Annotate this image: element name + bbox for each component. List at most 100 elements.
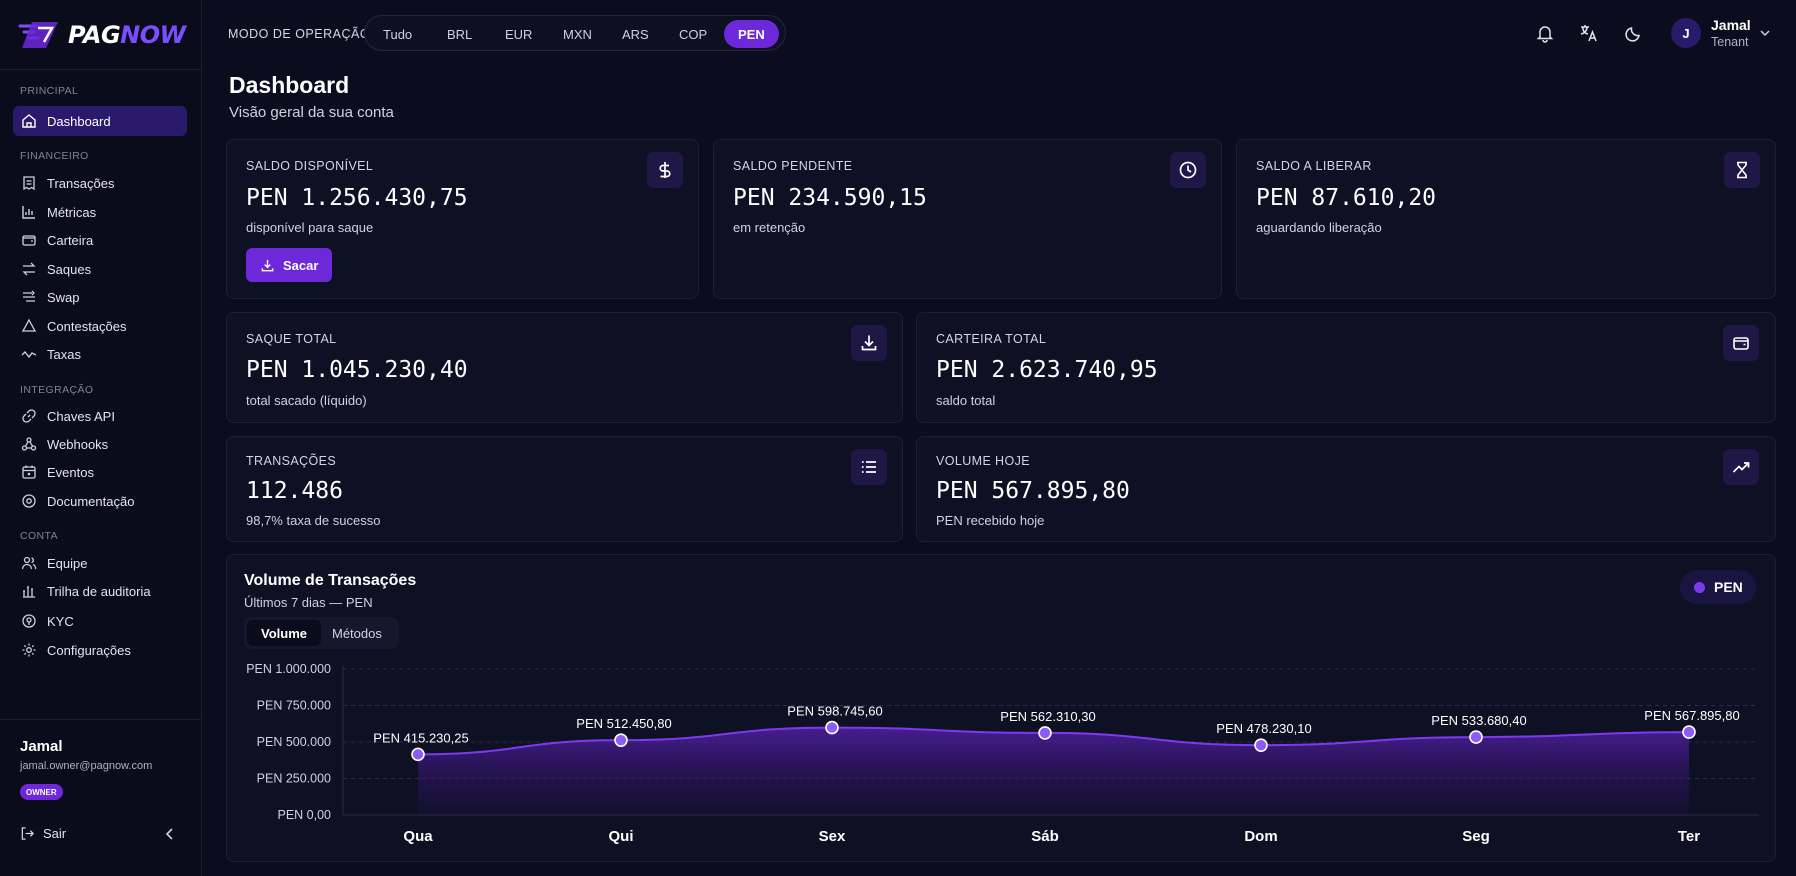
avatar[interactable]: J bbox=[1671, 18, 1701, 48]
header-user-role: Tenant bbox=[1711, 35, 1749, 49]
logo[interactable]: PAGNOW bbox=[18, 18, 188, 52]
translate-icon[interactable] bbox=[1579, 23, 1599, 43]
sidebar-item-contestacoes[interactable]: Contestações bbox=[13, 311, 187, 341]
currency-tab-pen[interactable]: PEN bbox=[724, 20, 779, 48]
trend-icon bbox=[21, 350, 37, 359]
role-badge: OWNER bbox=[20, 784, 63, 800]
x-tick-label: Seg bbox=[1462, 828, 1490, 845]
data-point bbox=[825, 720, 839, 735]
sidebar-item-label: Dashboard bbox=[47, 113, 111, 129]
card-saldo-disponivel: SALDO DISPONÍVEL PEN 1.256.430,75 dispon… bbox=[226, 139, 699, 299]
card-saldo-liberar: SALDO A LIBERAR PEN 87.610,20 aguardando… bbox=[1236, 139, 1776, 299]
sidebar-item-webhooks[interactable]: Webhooks bbox=[13, 429, 187, 459]
card-volume-hoje: VOLUME HOJE PEN 567.895,80 PEN recebido … bbox=[916, 436, 1776, 542]
card-sub: aguardando liberação bbox=[1256, 220, 1382, 235]
data-label: PEN 415.230,25 bbox=[373, 730, 468, 745]
sidebar-item-label: Transações bbox=[47, 175, 115, 191]
sidebar-item-carteira[interactable]: Carteira bbox=[13, 225, 187, 255]
sidebar-item-configuracoes[interactable]: Configurações bbox=[13, 635, 187, 665]
logo-text: PAGNOW bbox=[68, 21, 186, 49]
sidebar-item-label: Webhooks bbox=[47, 436, 109, 452]
chart-tabs: Volume Métodos bbox=[244, 617, 399, 649]
y-tick-label: PEN 0,00 bbox=[277, 808, 331, 822]
wallet-icon bbox=[1723, 325, 1759, 361]
sidebar: PAGNOW PRINCIPAL Dashboard FINANCEIRO Tr… bbox=[0, 0, 202, 876]
sidebar-item-label: Carteira bbox=[47, 232, 94, 248]
y-tick-label: PEN 750.000 bbox=[257, 699, 331, 713]
currency-tab-ars[interactable]: ARS bbox=[622, 26, 649, 42]
card-label: SAQUE TOTAL bbox=[246, 332, 337, 346]
chevron-down-icon[interactable] bbox=[1758, 26, 1772, 40]
sidebar-item-transacoes[interactable]: Transações bbox=[13, 168, 187, 198]
currency-tab-mxn[interactable]: MXN bbox=[563, 26, 592, 42]
legend-pen[interactable]: PEN bbox=[1680, 570, 1756, 604]
sidebar-item-label: Equipe bbox=[47, 555, 88, 571]
data-label: PEN 512.450,80 bbox=[576, 716, 671, 731]
x-tick-label: Sáb bbox=[1031, 828, 1059, 845]
sidebar-item-eventos[interactable]: Eventos bbox=[13, 457, 187, 487]
download-icon bbox=[851, 325, 887, 361]
swap-icon bbox=[23, 290, 35, 302]
sidebar-item-label: Trilha de auditoria bbox=[47, 583, 151, 599]
series-area-pen bbox=[418, 727, 1689, 815]
x-tick-label: Ter bbox=[1678, 828, 1700, 845]
link-icon bbox=[22, 409, 36, 423]
hourglass-icon bbox=[1724, 152, 1760, 188]
list-icon bbox=[851, 449, 887, 485]
gear-icon bbox=[22, 643, 36, 657]
data-point bbox=[1038, 726, 1052, 740]
trending-up-icon bbox=[1723, 449, 1759, 485]
card-value: PEN 234.590,15 bbox=[733, 185, 927, 211]
sidebar-item-label: Saques bbox=[47, 261, 92, 277]
sidebar-item-swap[interactable]: Swap bbox=[13, 282, 187, 312]
currency-tab-tudo[interactable]: Tudo bbox=[383, 26, 413, 42]
sidebar-item-label: Eventos bbox=[47, 464, 94, 480]
arrows-swap-icon bbox=[22, 262, 36, 276]
chart-card: Volume de Transações Últimos 7 dias — PE… bbox=[226, 554, 1776, 862]
webhook-icon bbox=[21, 437, 37, 451]
legend-label: PEN bbox=[1714, 579, 1743, 595]
sidebar-user-email: jamal.owner@pagnow.com bbox=[20, 760, 153, 772]
sacar-button[interactable]: Sacar bbox=[246, 248, 333, 282]
logout-icon bbox=[21, 827, 35, 840]
card-sub: saldo total bbox=[936, 393, 996, 408]
y-tick-label: PEN 1.000.000 bbox=[246, 662, 331, 676]
currency-tab-brl[interactable]: BRL bbox=[447, 26, 473, 42]
moon-icon[interactable] bbox=[1624, 23, 1644, 43]
sidebar-item-taxas[interactable]: Taxas bbox=[13, 339, 187, 369]
sidebar-item-label: Taxas bbox=[47, 346, 81, 362]
card-value: PEN 87.610,20 bbox=[1256, 185, 1437, 211]
header-user-name[interactable]: Jamal bbox=[1711, 17, 1751, 33]
sidebar-item-equipe[interactable]: Equipe bbox=[13, 548, 187, 578]
currency-tab-cop[interactable]: COP bbox=[679, 26, 708, 42]
sidebar-item-label: Métricas bbox=[47, 204, 97, 220]
sidebar-item-label: Swap bbox=[47, 289, 80, 305]
logo-mark-icon bbox=[18, 22, 58, 48]
tab-metodos[interactable]: Métodos bbox=[332, 625, 382, 641]
sidebar-item-documentacao[interactable]: Documentação bbox=[13, 486, 187, 516]
tab-volume[interactable]: Volume bbox=[247, 620, 321, 646]
currency-tab-eur[interactable]: EUR bbox=[505, 26, 533, 42]
sidebar-item-chaves-api[interactable]: Chaves API bbox=[13, 401, 187, 431]
sidebar-item-saques[interactable]: Saques bbox=[13, 254, 187, 284]
wallet-icon bbox=[22, 235, 36, 246]
card-sub: PEN recebido hoje bbox=[936, 513, 1045, 528]
volume-chart: PEN 0,00 PEN 250.000 PEN 500.000 PEN 750.00… bbox=[246, 662, 1759, 845]
nav-section-financeiro: FINANCEIRO bbox=[20, 150, 89, 162]
collapse-sidebar-icon[interactable] bbox=[162, 826, 178, 842]
currency-selector: Tudo BRL EUR MXN ARS COP PEN bbox=[364, 15, 786, 51]
sidebar-user-name: Jamal bbox=[20, 738, 63, 755]
sidebar-item-kyc[interactable]: KYC bbox=[13, 606, 187, 636]
sidebar-item-metricas[interactable]: Métricas bbox=[13, 197, 187, 227]
data-point bbox=[411, 747, 425, 762]
bell-icon[interactable] bbox=[1535, 23, 1555, 43]
sidebar-item-dashboard[interactable]: Dashboard bbox=[13, 106, 187, 136]
card-value: 112.486 bbox=[246, 478, 343, 504]
card-sub: total sacado (líquido) bbox=[246, 393, 367, 408]
logout-button[interactable]: Sair bbox=[20, 826, 66, 841]
sidebar-divider bbox=[0, 69, 202, 70]
sidebar-item-label: Contestações bbox=[47, 318, 127, 334]
sidebar-item-trilha-auditoria[interactable]: Trilha de auditoria bbox=[13, 576, 187, 606]
clock-icon bbox=[1170, 152, 1206, 188]
x-tick-label: Sex bbox=[819, 828, 846, 845]
